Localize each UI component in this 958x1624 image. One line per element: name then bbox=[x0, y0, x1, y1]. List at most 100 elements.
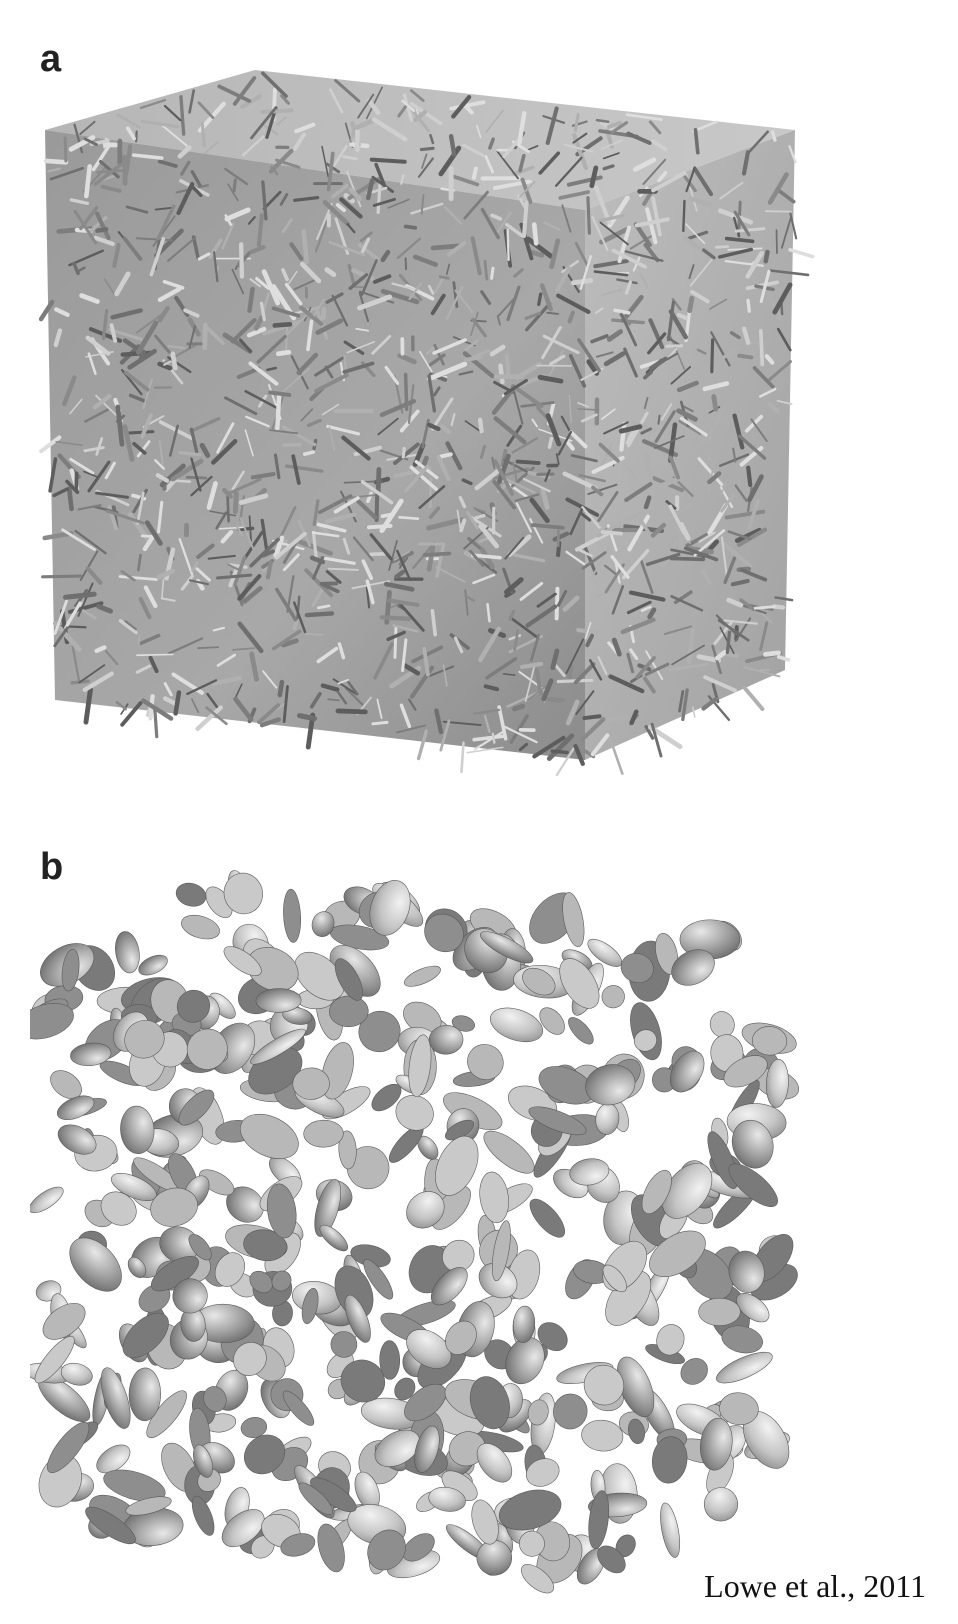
fibre bbox=[85, 566, 103, 585]
fibre bbox=[331, 294, 349, 327]
fibre bbox=[442, 664, 448, 687]
fibre bbox=[391, 282, 420, 292]
fibre bbox=[261, 269, 281, 306]
fibre bbox=[73, 209, 98, 245]
ligament-blob bbox=[221, 1509, 265, 1548]
fibre bbox=[629, 648, 639, 660]
fibre bbox=[425, 345, 437, 355]
fibre bbox=[125, 205, 149, 214]
fibre bbox=[718, 247, 754, 259]
fibre bbox=[135, 237, 174, 242]
fibre bbox=[195, 567, 211, 582]
fibre bbox=[549, 354, 566, 366]
fibre bbox=[94, 645, 107, 654]
fibre bbox=[157, 306, 170, 323]
fibre bbox=[582, 543, 598, 576]
fibre bbox=[445, 285, 464, 320]
fibre bbox=[767, 172, 789, 205]
fibre bbox=[325, 570, 342, 584]
fibre bbox=[643, 396, 649, 410]
fibre bbox=[309, 691, 322, 709]
fibre bbox=[556, 589, 568, 607]
fibre bbox=[640, 427, 653, 435]
fibre bbox=[236, 366, 261, 379]
fibre bbox=[401, 638, 408, 673]
fibre bbox=[732, 413, 745, 450]
fibre bbox=[314, 220, 328, 253]
fibre bbox=[39, 435, 62, 454]
fibre bbox=[589, 695, 620, 717]
fibre bbox=[271, 629, 302, 651]
fibre bbox=[115, 404, 125, 447]
fibre bbox=[249, 278, 262, 288]
fibre bbox=[110, 308, 143, 320]
fibre bbox=[668, 309, 689, 340]
fibre bbox=[227, 563, 241, 572]
fibre bbox=[448, 134, 457, 157]
fibre bbox=[188, 325, 196, 349]
ligament-blob bbox=[723, 1055, 768, 1088]
fibre bbox=[218, 526, 244, 530]
fibre bbox=[493, 459, 514, 496]
ligament-blob bbox=[34, 1335, 75, 1384]
fibre bbox=[170, 458, 204, 482]
fibre bbox=[531, 418, 538, 428]
fibre bbox=[293, 278, 318, 291]
ligament-blob bbox=[199, 1169, 235, 1196]
ligament-blob bbox=[128, 1367, 161, 1422]
fibre bbox=[300, 408, 314, 422]
fibre bbox=[122, 424, 135, 462]
fibre bbox=[189, 416, 221, 433]
ligament-blob bbox=[656, 1324, 685, 1356]
fibre bbox=[273, 535, 285, 558]
fibre bbox=[154, 334, 171, 354]
fibre bbox=[433, 276, 445, 294]
fibre bbox=[195, 705, 223, 732]
fibre bbox=[242, 585, 263, 604]
fibre bbox=[127, 430, 155, 435]
ligament-blob bbox=[374, 1429, 421, 1467]
fibre bbox=[159, 122, 191, 149]
fibre bbox=[625, 113, 663, 121]
ligament-blob bbox=[404, 1383, 447, 1422]
fibre bbox=[344, 687, 364, 706]
fibre bbox=[401, 447, 406, 459]
fibre bbox=[544, 468, 551, 482]
fibre bbox=[595, 118, 610, 124]
fibre bbox=[589, 165, 599, 189]
fibre bbox=[167, 236, 197, 262]
fibre bbox=[579, 549, 593, 558]
fibre bbox=[565, 699, 580, 726]
fibre bbox=[678, 419, 702, 436]
ligament-blob bbox=[402, 1533, 435, 1562]
fibre bbox=[651, 171, 687, 193]
fibre bbox=[506, 228, 510, 262]
fibre bbox=[245, 415, 270, 428]
fibre bbox=[537, 292, 543, 307]
fibre bbox=[606, 329, 624, 342]
fibre bbox=[562, 471, 599, 491]
fibre bbox=[157, 286, 182, 303]
fibre bbox=[611, 248, 647, 269]
ligament-blob bbox=[103, 1469, 166, 1502]
fibre bbox=[478, 626, 502, 663]
fibre bbox=[715, 245, 730, 249]
fibre bbox=[205, 326, 225, 345]
fibre bbox=[618, 424, 643, 434]
fibre bbox=[154, 459, 165, 470]
fibre bbox=[602, 152, 620, 160]
ligament-blob bbox=[728, 1163, 778, 1207]
fibre bbox=[620, 294, 644, 323]
fibre bbox=[137, 553, 142, 572]
fibre bbox=[261, 71, 288, 98]
ligament-blob bbox=[96, 1444, 131, 1474]
fibre bbox=[645, 552, 681, 567]
fibre bbox=[342, 361, 375, 374]
ligament-blob bbox=[57, 1124, 97, 1155]
fibre bbox=[126, 126, 137, 141]
fibre bbox=[679, 416, 711, 439]
fibre bbox=[190, 698, 200, 714]
fibre bbox=[66, 486, 74, 512]
fibre bbox=[788, 210, 798, 240]
fibre bbox=[580, 413, 598, 423]
